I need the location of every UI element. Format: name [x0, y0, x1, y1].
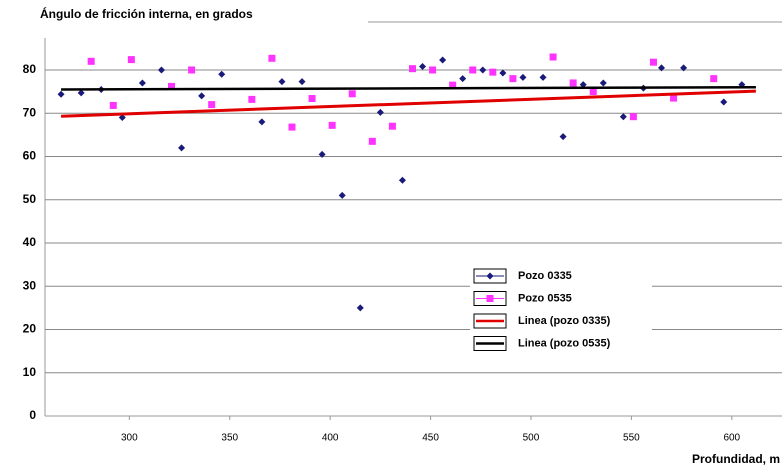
- y-tick-label: 80: [23, 62, 37, 76]
- point: [429, 66, 437, 74]
- point: [649, 58, 657, 66]
- point: [589, 88, 597, 96]
- legend-label: Pozo 0335: [518, 270, 572, 282]
- x-tick-label: 400: [322, 433, 339, 444]
- y-tick-label: 30: [23, 278, 37, 292]
- x-tick-label: 500: [523, 433, 540, 444]
- chart-title: Ángulo de fricción interna, en grados: [40, 6, 253, 21]
- point: [368, 137, 376, 145]
- trend-line: [61, 89, 756, 118]
- point: [658, 64, 666, 72]
- point: [178, 144, 186, 152]
- point: [499, 69, 507, 77]
- point: [218, 70, 226, 78]
- x-tick-label: 600: [723, 433, 740, 444]
- point: [549, 53, 557, 61]
- point: [157, 66, 165, 74]
- point: [77, 89, 85, 97]
- point: [188, 66, 196, 74]
- y-tick-label: 70: [23, 105, 37, 119]
- trend-line: [61, 86, 756, 91]
- point: [579, 81, 587, 89]
- point: [449, 81, 457, 89]
- point: [208, 101, 216, 109]
- point: [489, 68, 497, 76]
- x-axis-label: Profundidad, m: [692, 452, 780, 466]
- point: [569, 79, 577, 87]
- legend-label: Linea (pozo 0335): [518, 315, 611, 327]
- point: [109, 101, 117, 109]
- point: [288, 123, 296, 131]
- x-tick-label: 300: [121, 433, 138, 444]
- point: [57, 90, 65, 98]
- point: [87, 57, 95, 65]
- point: [308, 95, 316, 103]
- y-tick-label: 60: [23, 149, 37, 163]
- point: [519, 73, 527, 81]
- legend-marker: [486, 295, 494, 302]
- point: [268, 54, 276, 62]
- point: [398, 176, 406, 184]
- x-tick-label: 350: [221, 433, 238, 444]
- point: [388, 122, 396, 130]
- point: [680, 64, 688, 72]
- point: [258, 118, 266, 126]
- x-tick-label: 550: [623, 433, 640, 444]
- point: [459, 75, 467, 83]
- point: [559, 133, 567, 141]
- point: [670, 94, 678, 102]
- y-tick-label: 0: [29, 408, 36, 422]
- point: [439, 56, 447, 64]
- point: [318, 150, 326, 158]
- y-tick-label: 10: [23, 365, 37, 379]
- point: [509, 75, 517, 83]
- legend-label: Linea (pozo 0535): [518, 337, 611, 349]
- point: [720, 98, 728, 106]
- x-tick-label: 450: [422, 433, 439, 444]
- y-tick-label: 40: [23, 235, 37, 249]
- point: [619, 113, 627, 121]
- point: [629, 113, 637, 121]
- y-tick-label: 20: [23, 322, 37, 336]
- y-tick-label: 50: [23, 192, 37, 206]
- point: [198, 92, 206, 100]
- point: [248, 95, 256, 103]
- legend-marker: [486, 272, 494, 280]
- point: [479, 66, 487, 74]
- legend-label: Pozo 0535: [518, 292, 572, 304]
- point: [348, 90, 356, 98]
- point: [376, 108, 384, 116]
- point: [118, 114, 126, 122]
- point: [539, 73, 547, 81]
- point: [419, 63, 427, 71]
- point: [278, 78, 286, 86]
- point: [127, 56, 135, 64]
- point: [408, 65, 416, 73]
- point: [469, 66, 477, 74]
- point: [599, 79, 607, 87]
- point: [328, 121, 336, 129]
- point: [710, 75, 718, 83]
- point: [338, 191, 346, 199]
- point: [298, 78, 306, 86]
- point: [168, 82, 176, 90]
- point: [356, 304, 364, 312]
- point: [138, 79, 146, 87]
